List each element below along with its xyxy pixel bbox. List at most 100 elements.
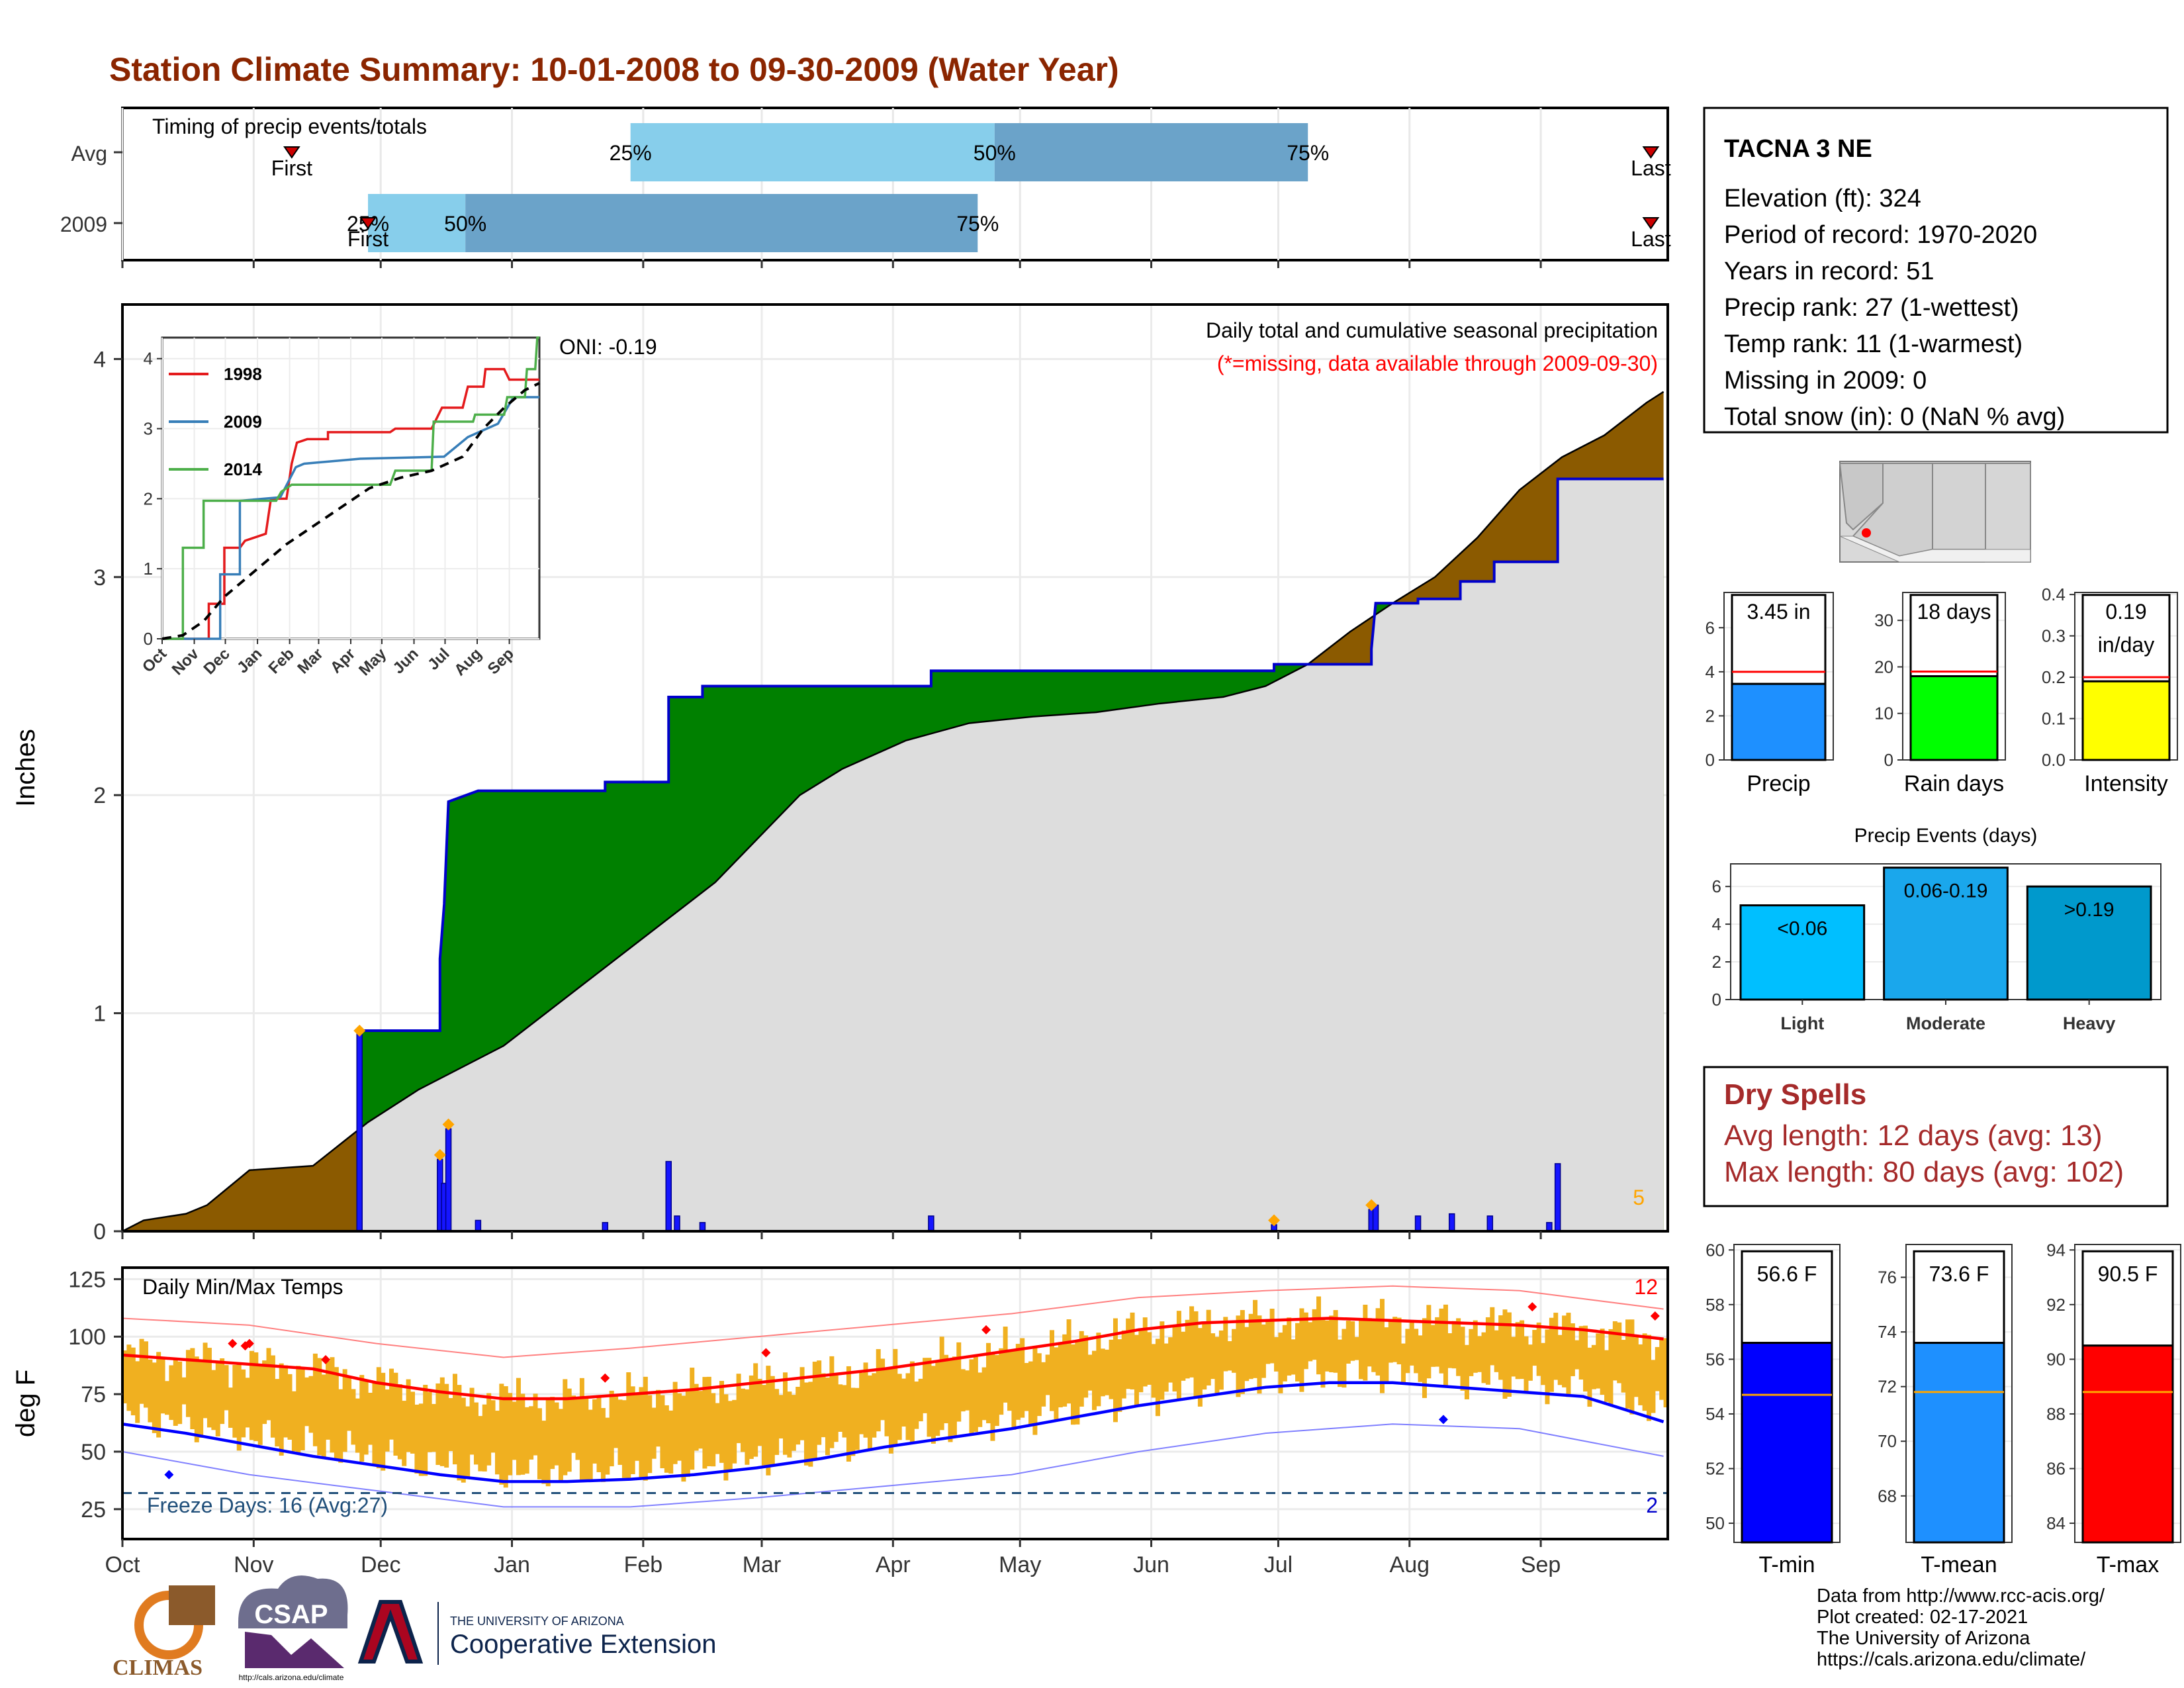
mini-bar-panel-rain-days: 0 10 20 30 18 days Rain days	[1874, 592, 2006, 796]
daily-temp-range	[1003, 1327, 1008, 1403]
daily-temp-range	[999, 1348, 1004, 1415]
daily-temp-range	[1202, 1322, 1207, 1390]
precip-marker	[433, 1149, 446, 1161]
daily-temp-range	[1371, 1319, 1377, 1372]
daily-temp-range	[211, 1370, 216, 1430]
mini-bar-tick-label: 0.3	[2042, 626, 2066, 646]
temp-y-axis-label: deg F	[11, 1370, 40, 1437]
daily-temp-range	[702, 1377, 707, 1469]
daily-temp-range	[469, 1387, 475, 1455]
station-period: Period of record: 1970-2020	[1724, 221, 2037, 249]
daily-temp-range	[363, 1381, 369, 1455]
daily-temp-range	[1261, 1324, 1266, 1378]
daily-temp-range	[1269, 1308, 1275, 1364]
daily-temp-range	[1562, 1315, 1567, 1387]
record-high-marker	[761, 1348, 771, 1358]
temp-y-tick-label: 25	[81, 1497, 106, 1523]
record-max-line	[122, 1285, 1664, 1358]
daily-temp-range	[1282, 1325, 1287, 1382]
mini-bar-label: Precip	[1747, 771, 1810, 796]
daily-temp-range	[1070, 1344, 1075, 1425]
month-label: Aug	[1390, 1552, 1430, 1577]
daily-temp-range	[423, 1384, 428, 1476]
events-category-label: Heavy	[2063, 1013, 2116, 1033]
daily-temp-range	[901, 1378, 907, 1427]
daily-temp-range	[1338, 1339, 1343, 1387]
precip-events-panel: Precip Events (days) 0 2 4 6 <0.06 Light 0.06…	[1712, 825, 2161, 1033]
daily-temp-range	[1396, 1317, 1402, 1365]
precip-marker	[353, 1024, 366, 1037]
daily-temp-range	[563, 1379, 568, 1476]
station-elevation: Elevation (ft): 324	[1724, 185, 1921, 212]
daily-temp-range	[435, 1383, 441, 1466]
daily-temp-range	[397, 1383, 402, 1460]
timing-bar-50-75	[465, 194, 978, 252]
month-label: Mar	[743, 1552, 782, 1577]
temp-bar-tick-label: 88	[2046, 1404, 2066, 1424]
temp-bar-panel-t-max: 84 86 88 90 92 94 90.5 F T-max	[2046, 1240, 2181, 1577]
temp-bar-tick-label: 54	[1706, 1404, 1725, 1424]
inset-y-tick-label: 0	[144, 629, 153, 649]
events-bar-text: <0.06	[1777, 918, 1827, 940]
daily-temp-range	[304, 1377, 310, 1427]
mini-bar-label: Intensity	[2084, 771, 2168, 796]
daily-precip-bar	[1372, 1204, 1379, 1232]
temp-bar-label: T-mean	[1921, 1552, 1997, 1577]
daily-temp-range	[1570, 1323, 1575, 1376]
daily-temp-range	[884, 1367, 889, 1436]
daily-temp-range	[1134, 1335, 1139, 1407]
daily-temp-range	[406, 1379, 411, 1452]
mini-bar-tick-label: 6	[1706, 618, 1715, 637]
daily-temp-range	[867, 1375, 872, 1451]
daily-precip-bar	[356, 1030, 363, 1232]
daily-temp-range	[359, 1375, 365, 1462]
timing-first-label: First	[271, 156, 312, 180]
timing-row-2009: 2009	[60, 212, 107, 236]
daily-temp-range	[432, 1403, 436, 1452]
record-high-marker	[321, 1354, 331, 1364]
daily-temp-range	[1447, 1333, 1453, 1368]
daily-precip-bar	[475, 1219, 482, 1232]
record-high-marker	[228, 1338, 238, 1348]
station-precip-rank: Precip rank: 27 (1-wettest)	[1724, 294, 2019, 322]
daily-temp-range	[1439, 1308, 1444, 1374]
month-axis: Oct Nov Dec Jan Feb Mar Apr May Jun Jul Aug Sep	[105, 1539, 1561, 1577]
daily-temp-range	[439, 1377, 445, 1466]
ua-logo: THE UNIVERSITY OF ARIZONA Cooperative Ex…	[357, 1600, 716, 1665]
inset-month-label: Jul	[424, 645, 453, 674]
daily-temp-range	[241, 1369, 246, 1438]
footer-url: https://cals.arizona.edu/climate/	[1817, 1649, 2086, 1670]
daily-temp-range	[512, 1401, 517, 1460]
daily-temp-range	[529, 1406, 534, 1460]
daily-temp-range	[291, 1391, 296, 1452]
daily-temp-range	[952, 1356, 957, 1436]
temp-bar-value	[1913, 1342, 2005, 1544]
temp-bar-tick-label: 74	[1878, 1322, 1897, 1342]
station-missing: Missing in 2009: 0	[1724, 367, 1927, 395]
daily-temp-range	[1079, 1331, 1084, 1407]
daily-temp-range	[152, 1362, 157, 1433]
daily-temp-range	[334, 1367, 339, 1461]
daily-temp-range	[690, 1368, 695, 1470]
temp-bar-tick-label: 84	[2046, 1513, 2066, 1533]
daily-temp-range	[402, 1401, 407, 1466]
mini-bar-total-box	[1909, 594, 1999, 677]
daily-precip-bar	[445, 1128, 452, 1232]
inset-month-label: Jun	[389, 645, 422, 677]
daily-temp-range	[1494, 1330, 1499, 1372]
daily-temp-range	[1502, 1309, 1508, 1399]
daily-temp-range	[787, 1391, 792, 1458]
y2009-cumulative-line	[122, 477, 1664, 1233]
temp-bar-tick-label: 94	[2046, 1240, 2066, 1260]
daily-temp-range	[1130, 1312, 1135, 1389]
daily-temp-range	[672, 1382, 678, 1464]
map-california	[1839, 463, 1884, 531]
temp-bar-panel-t-mean: 68 70 72 74 76 73.6 F T-mean	[1878, 1244, 2013, 1577]
daily-temp-range	[1566, 1313, 1571, 1397]
daily-temp-range	[639, 1387, 644, 1479]
daily-temp-range	[1541, 1342, 1546, 1385]
daily-temp-range	[1308, 1322, 1313, 1362]
daily-temp-range	[1342, 1329, 1347, 1388]
mini-bar-label: Rain days	[1904, 771, 2004, 796]
